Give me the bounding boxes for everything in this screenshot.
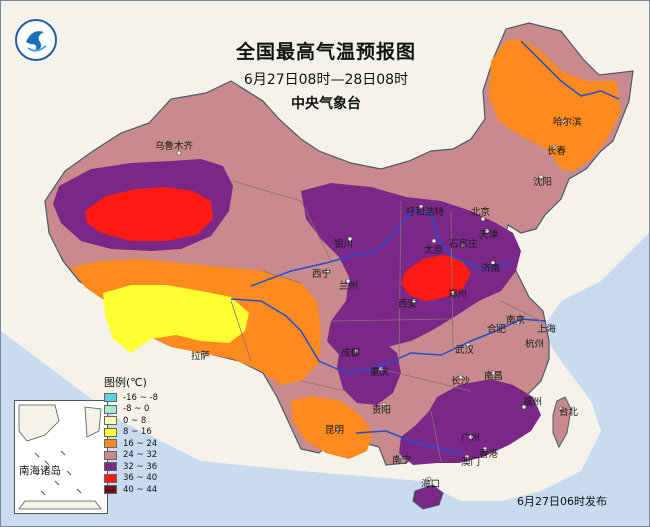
legend-swatch (104, 462, 117, 472)
legend-label: 40 ~ 44 (123, 484, 158, 495)
legend-label: -8 ~ 0 (123, 404, 150, 415)
city-label: 昆明 (325, 425, 344, 436)
province-borders (230, 180, 542, 462)
legend-item: -16 ~ -8 (104, 392, 179, 404)
river-heilongjiang (520, 40, 620, 100)
city-label: 哈尔滨 (553, 116, 582, 128)
city-label: 武汉 (455, 344, 475, 356)
city-label: 南京 (506, 314, 525, 326)
city-label: 西安 (398, 298, 417, 310)
city-label: 呼和浩特 (406, 206, 445, 218)
river-yangtze (230, 298, 547, 374)
city-label: 重庆 (370, 366, 390, 378)
city-label: 杭州 (525, 338, 544, 350)
city-label: 太原 (424, 244, 443, 256)
city-label: 石家庄 (449, 238, 478, 250)
legend-label: 24 ~ 32 (123, 450, 158, 461)
legend-title: 图例(℃) (104, 376, 147, 389)
issue-time-note: 6月27日06时发布 (517, 495, 607, 508)
map-title: 全国最高气温预报图 (235, 41, 416, 63)
city-label: 上海 (537, 323, 557, 335)
inset-label: 南海诸岛 (19, 465, 61, 477)
cma-logo-icon (15, 19, 57, 61)
city-label: 香港 (479, 448, 499, 460)
legend-swatch (104, 393, 117, 403)
city-labels: 乌鲁木齐 哈尔滨 长春 沈阳 呼和浩特 北京 天津 银川 太原 石家庄 济南 西… (155, 116, 582, 490)
city-label: 台北 (559, 406, 579, 418)
legend: 图例(℃) -16 ~ -8 -8 ~ 0 0 ~ 8 8 ~ 16 16 ~ … (104, 374, 179, 496)
city-label: 乌鲁木齐 (155, 140, 194, 152)
city-label: 长春 (547, 145, 567, 157)
taiwan-island (552, 396, 572, 449)
region-36-40-xinjiang (85, 187, 213, 241)
region-32-36-south (399, 379, 541, 465)
city-label: 拉萨 (191, 350, 211, 362)
city-label: 澳门 (461, 456, 480, 468)
legend-label: -16 ~ -8 (123, 392, 158, 403)
forecast-period: 6月27日08时—28日08时 (243, 72, 409, 88)
legend-swatch (104, 427, 117, 437)
legend-item: 0 ~ 8 (104, 415, 179, 427)
south-sea-inset (14, 400, 108, 514)
city-label: 天津 (479, 230, 499, 241)
legend-item: -8 ~ 0 (104, 404, 179, 416)
inset-map (18, 404, 102, 510)
city-label: 南宁 (392, 454, 411, 466)
city-label: 郑州 (448, 288, 467, 300)
legend-label: 0 ~ 8 (123, 415, 147, 426)
city-markers (176, 118, 567, 482)
hainan-island (412, 484, 444, 510)
city-label: 福州 (523, 396, 542, 408)
legend-item: 16 ~ 24 (104, 438, 179, 450)
city-label: 银川 (334, 238, 353, 250)
region-36-40-north (401, 255, 471, 301)
legend-swatch (104, 450, 117, 460)
city-label: 北京 (471, 206, 490, 218)
legend-swatch (104, 439, 117, 449)
region-16-24-yunnan (291, 396, 373, 459)
river-pearl (355, 430, 464, 454)
legend-swatch (104, 485, 117, 495)
region-8-16-tibet (103, 285, 249, 353)
city-label: 合肥 (487, 323, 507, 335)
city-label: 贵阳 (372, 404, 391, 416)
city-label: 南昌 (484, 370, 503, 382)
legend-swatch (104, 404, 117, 414)
city-label: 兰州 (339, 280, 358, 292)
legend-item: 40 ~ 44 (104, 484, 179, 496)
river-yellow-river (250, 210, 512, 287)
legend-label: 8 ~ 16 (123, 427, 152, 438)
legend-item: 36 ~ 40 (104, 473, 179, 485)
legend-label: 16 ~ 24 (123, 438, 158, 449)
city-label: 西宁 (312, 268, 331, 280)
cma-logo (14, 18, 58, 62)
legend-item: 8 ~ 16 (104, 427, 179, 439)
legend-swatch (104, 473, 117, 483)
legend-label: 32 ~ 36 (123, 461, 158, 472)
issuer: 中央气象台 (291, 96, 361, 112)
legend-swatch (104, 416, 117, 426)
city-label: 海口 (421, 478, 440, 490)
city-label: 沈阳 (533, 176, 552, 188)
legend-label: 36 ~ 40 (123, 473, 158, 484)
city-label: 成都 (341, 347, 361, 359)
region-16-24-northeast (489, 39, 621, 171)
city-label: 济南 (481, 262, 500, 274)
city-label: 广州 (461, 432, 480, 444)
legend-item: 32 ~ 36 (104, 461, 179, 473)
legend-item: 24 ~ 32 (104, 450, 179, 462)
city-label: 长沙 (451, 375, 471, 387)
